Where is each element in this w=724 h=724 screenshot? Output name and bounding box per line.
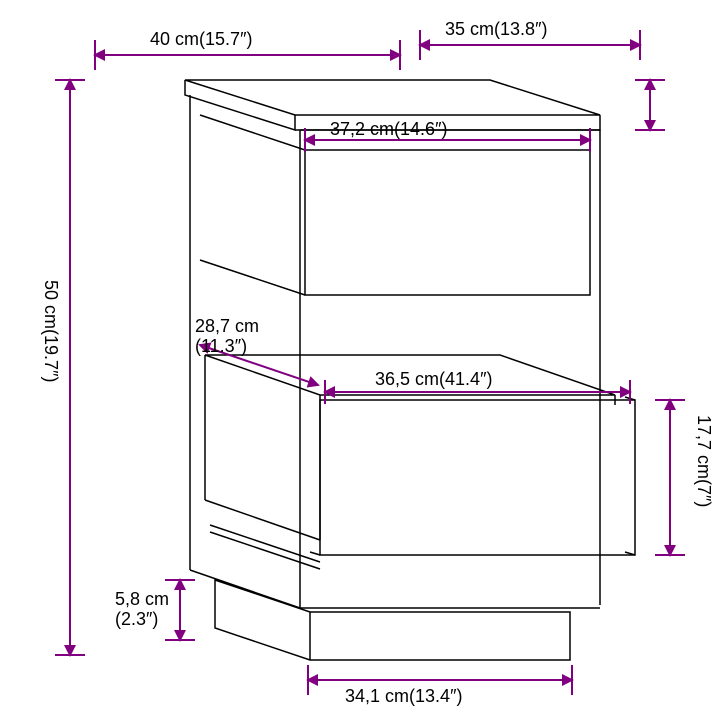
svg-text:37,2 cm(14.6″): 37,2 cm(14.6″) bbox=[330, 119, 447, 139]
svg-text:40 cm(15.7″): 40 cm(15.7″) bbox=[150, 29, 252, 49]
dimension-labels: 40 cm(15.7″) 35 cm(13.8″) 37,2 cm(14.6″)… bbox=[41, 19, 714, 706]
svg-text:50 cm(19.7″): 50 cm(19.7″) bbox=[41, 280, 61, 382]
svg-text:35 cm(13.8″): 35 cm(13.8″) bbox=[445, 19, 547, 39]
dimension-diagram: 40 cm(15.7″) 35 cm(13.8″) 37,2 cm(14.6″)… bbox=[0, 0, 724, 724]
svg-text:(2.3″): (2.3″) bbox=[115, 609, 158, 629]
svg-text:34,1 cm(13.4″): 34,1 cm(13.4″) bbox=[345, 686, 462, 706]
svg-text:17,7 cm(7″): 17,7 cm(7″) bbox=[694, 415, 714, 507]
svg-text:(11.3″): (11.3″) bbox=[195, 336, 247, 356]
svg-text:28,7 cm: 28,7 cm bbox=[195, 316, 259, 336]
svg-text:36,5 cm(41.4″): 36,5 cm(41.4″) bbox=[375, 369, 492, 389]
svg-text:5,8 cm: 5,8 cm bbox=[115, 589, 169, 609]
